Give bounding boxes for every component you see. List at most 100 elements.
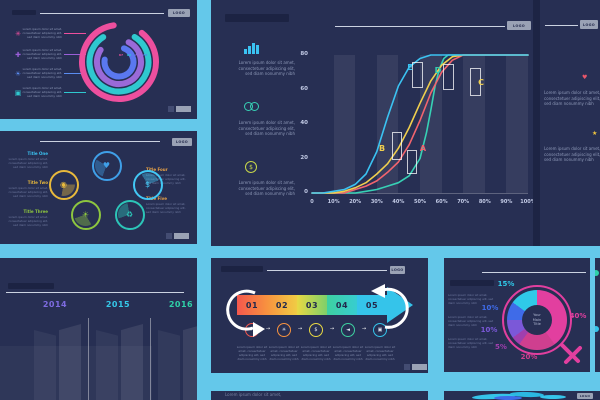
grid-band — [333, 55, 356, 193]
slide-five-circles: LOGO Title One Lorem ipsum dolor sit amet… — [0, 131, 197, 244]
header-rule — [6, 292, 184, 293]
puzzle-icon: ✚ — [15, 51, 21, 59]
curve-teal — [311, 54, 529, 194]
x-tick: 20% — [349, 199, 362, 205]
progress-ring-3 — [94, 37, 144, 87]
gender-ring-outline — [502, 285, 572, 355]
bar — [256, 45, 259, 54]
apple-icon-bubble: ♥ — [92, 151, 122, 181]
cycle-arrow-right — [382, 287, 409, 329]
year-column-back — [96, 330, 118, 400]
x-tick: 10% — [327, 199, 340, 205]
overlay-shape — [0, 346, 152, 400]
dollar-icon: $ — [144, 180, 151, 189]
circle-paragraph: Lorem ipsum dolor sit amet, consectetuer… — [8, 157, 48, 169]
briefcase-icon-badge: ▣ — [373, 323, 387, 337]
eye-icon-bubble: ◉ — [49, 170, 79, 200]
pie-percent-label: 15% — [497, 280, 515, 288]
step-arrow: → — [265, 326, 271, 332]
annotation-bracket — [412, 62, 423, 88]
header-rule — [40, 13, 164, 14]
circle-title-right: Title Four — [146, 167, 168, 172]
ring-item-text: Lorem ipsum dolor sit amet, consectetuer… — [22, 86, 62, 98]
bubble-wedge — [52, 173, 75, 196]
header-rule — [335, 26, 505, 27]
curve-label-C: C — [478, 78, 484, 87]
venn-circle — [250, 102, 259, 111]
recycle-icon-bubble: ♻ — [115, 200, 145, 230]
speaker-icon-badge: ◄ — [341, 323, 355, 337]
slide-title-placeholder — [450, 280, 494, 286]
grid-band — [420, 55, 442, 193]
dollar-icon-badge: $ — [309, 323, 323, 337]
ring-value-label: 72 — [142, 53, 148, 57]
x-tick: 90% — [500, 199, 513, 205]
logo-placeholder: LOGO — [390, 266, 405, 274]
logo-placeholder: LOGO — [580, 20, 598, 29]
ring-connector-line — [64, 73, 86, 74]
annotation-bracket — [392, 132, 402, 160]
slide-title-placeholder — [221, 266, 263, 272]
circle-paragraph: Lorem ipsum dolor sit amet, consectetuer… — [146, 202, 186, 214]
annotation-bracket — [470, 68, 481, 96]
year-divider — [150, 318, 151, 400]
side-text: Lorem ipsum dolor sit amet, consectetuer… — [544, 90, 600, 107]
grid-band — [463, 55, 485, 193]
side-paragraph: Lorem ipsum dolor sit amet, consectetuer… — [448, 315, 494, 327]
logo-placeholder: LOGO — [172, 138, 192, 146]
ring-value-label: 87 — [118, 53, 124, 57]
side-text: Lorem ipsum dolor sit amet, consectetuer… — [544, 146, 600, 163]
slide-bottom-sliver: Lorem ipsum dolor sit amet, — [211, 391, 428, 400]
brush-graphic — [494, 396, 522, 400]
step-caption: Lorem ipsum dolor sit amet, consectetuer… — [268, 345, 300, 361]
header-rule — [267, 270, 387, 271]
year-label: 2014 — [42, 300, 68, 309]
progress-ring-1 — [79, 22, 159, 102]
curves-item-text: Lorem ipsum dolor sit amet, consectetuer… — [238, 60, 295, 77]
next-slide-title: Lorem ipsum dolor sit amet, — [225, 392, 282, 397]
slide-title-placeholder — [12, 10, 36, 15]
year-column-back — [158, 330, 180, 400]
slide-ring-progress: LOGO ✳ Lorem ipsum dolor sit amet, consec… — [0, 0, 197, 119]
side-paragraph: Lorem ipsum dolor sit amet, consectetuer… — [448, 337, 494, 349]
y-tick: 80 — [300, 51, 308, 57]
pie-center-title: Your Main Title — [522, 305, 552, 335]
x-tick: 50% — [414, 199, 426, 205]
x-tick: 100% — [520, 199, 533, 205]
bubble-wedge — [136, 173, 159, 196]
curve-coral — [311, 54, 529, 194]
circle-title-left: Title Two — [27, 180, 48, 185]
year-divider — [88, 318, 89, 400]
pie-percent-label: 10% — [481, 304, 499, 312]
line-chart-plot: E D C B A 80 60 40 20 0 0 10% 20% 30% 40% 50% 60% 70% 80% 9… — [300, 51, 533, 205]
ring-connector-line — [64, 92, 86, 93]
female-symbol — [560, 343, 582, 364]
slide-scurve-chart: LOGO Lorem ipsum dolor sit amet, consect… — [211, 0, 533, 246]
progress-rings-chart — [79, 22, 159, 102]
idea-icon-bubble: ☀ — [71, 200, 101, 230]
bulb-icon: ☀ — [14, 70, 22, 78]
y-tick: 0 — [304, 189, 308, 195]
ring-item-text: Lorem ipsum dolor sit amet, consectetuer… — [22, 27, 62, 39]
curve-label-A: A — [419, 144, 427, 153]
female-symbol-cross — [564, 346, 582, 364]
step-03: 03 — [297, 295, 327, 315]
bubble-wedge — [74, 203, 97, 226]
x-tick: 30% — [370, 199, 383, 205]
slide-title-placeholder — [8, 283, 54, 289]
pie-percent-label: 20% — [520, 353, 538, 361]
slide-gap-seam — [533, 0, 540, 246]
bubble-wedge — [118, 203, 141, 226]
slide-right-partial: LOGO ♥ Lorem ipsum dolor sit amet, consec… — [540, 0, 600, 246]
dollar-circle-icon: $ — [245, 161, 257, 173]
cycle-arrow-left — [226, 289, 256, 331]
progress-ring-2 — [86, 29, 152, 95]
annotation-bracket — [443, 64, 454, 90]
s-curve-lines — [311, 54, 529, 194]
cycle-arrow-left-tip — [253, 322, 265, 337]
eye-icon: ◉ — [60, 180, 67, 189]
cycle-arrow-right-tip — [371, 284, 385, 298]
circle-title-right: Title Five — [146, 196, 167, 201]
female-symbol-stem — [560, 343, 580, 363]
